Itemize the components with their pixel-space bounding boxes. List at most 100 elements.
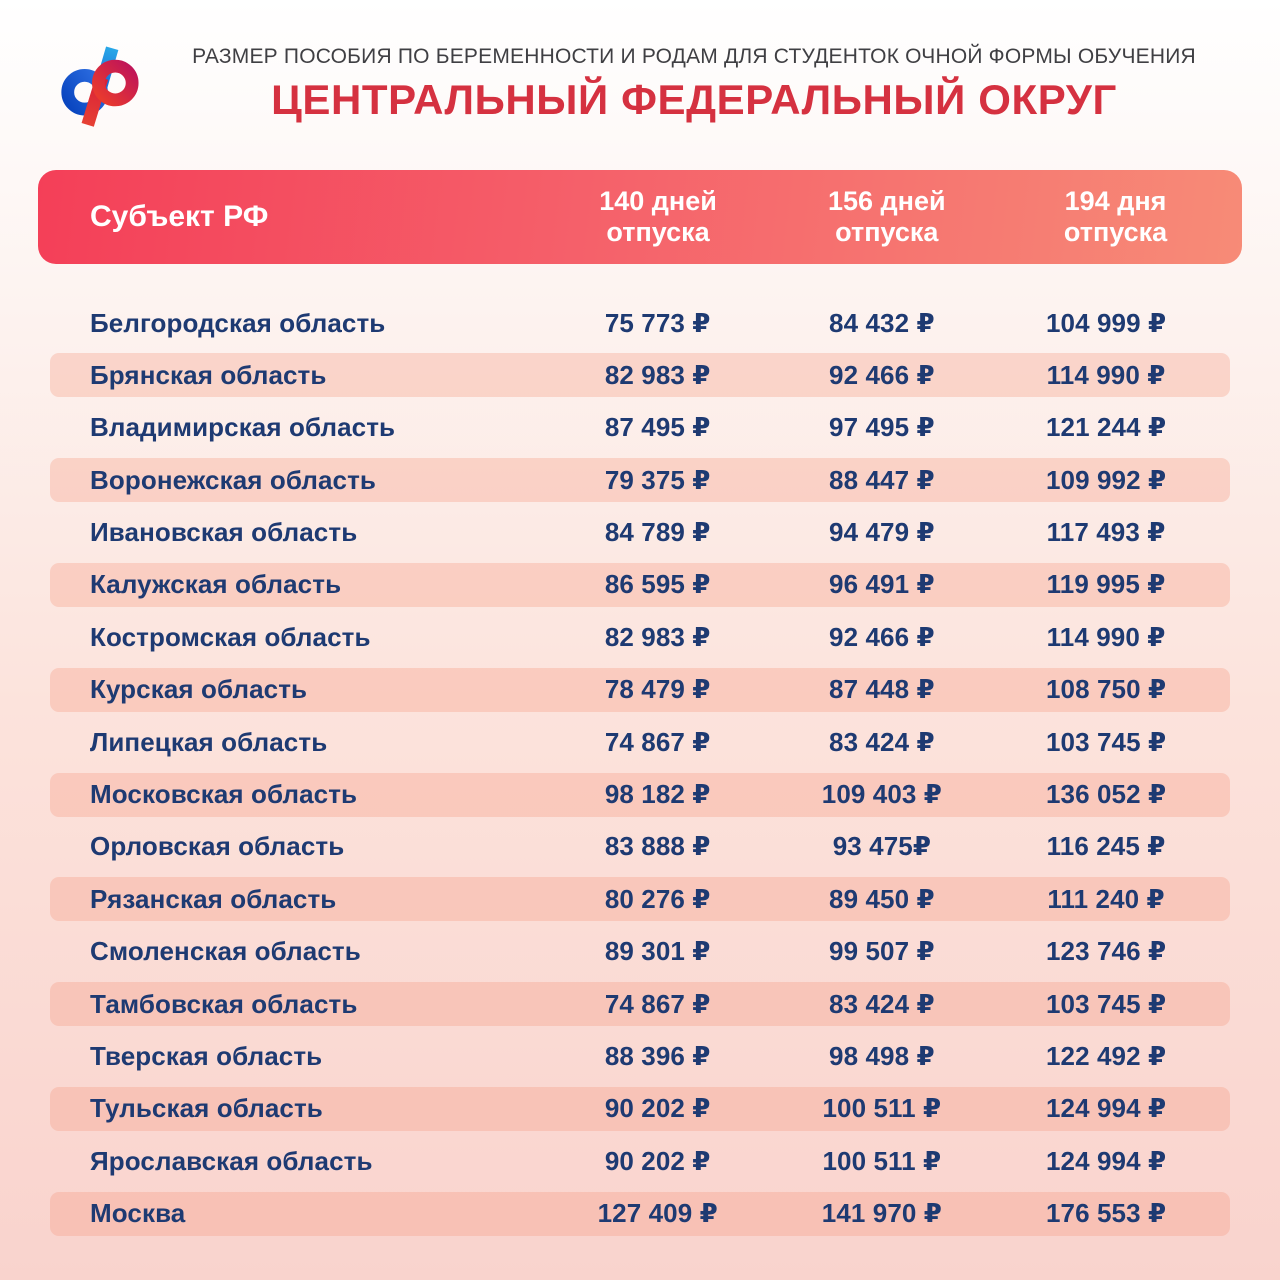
column-header-region: Субъект РФ [90,200,269,233]
table-row: Тульская область 90 202 ₽ 100 511 ₽ 124 994… [50,1086,1230,1131]
table-header: Субъект РФ 140 дней отпуска 156 дней отп… [38,170,1242,264]
value-156-days: 96 491 ₽ [829,569,935,600]
value-156-days: 99 507 ₽ [829,936,935,967]
table-row: Владимирская область 87 495 ₽ 97 495 ₽ 121 … [50,406,1230,450]
value-156-days: 83 424 ₽ [829,988,935,1019]
value-140-days: 127 409 ₽ [597,1198,718,1229]
value-194-days: 119 995 ₽ [1046,569,1166,600]
value-194-days: 111 240 ₽ [1047,883,1165,914]
value-140-days: 80 276 ₽ [604,883,711,914]
table-row: Московская область 98 182 ₽ 109 403 ₽ 136 0… [50,772,1230,817]
table-row: Москва 127 409 ₽ 141 970 ₽ 176 553 ₽ [50,1191,1230,1236]
region-name: Московская область [90,779,358,810]
table-row: Тамбовская область 74 867 ₽ 83 424 ₽ 103 74… [50,982,1230,1027]
region-name: Владимирская область [90,412,396,443]
region-name: Костромская область [90,621,371,652]
value-156-days: 92 466 ₽ [829,359,935,390]
value-140-days: 90 202 ₽ [604,1145,711,1176]
value-140-days: 90 202 ₽ [604,1093,711,1124]
value-156-days: 84 432 ₽ [829,307,935,338]
region-name: Орловская область [90,831,345,862]
value-194-days: 103 745 ₽ [1045,988,1167,1019]
region-name: Тверская область [90,1040,323,1071]
value-140-days: 86 595 ₽ [604,569,711,600]
table-row: Рязанская область 80 276 ₽ 89 450 ₽ 111 240… [50,877,1230,922]
value-140-days: 82 983 ₽ [604,359,711,390]
value-194-days: 117 493 ₽ [1046,517,1166,548]
column-header-140-days: 140 дней отпуска [599,185,717,247]
region-name: Калужская область [90,569,342,600]
value-140-days: 88 396 ₽ [604,1040,711,1071]
value-140-days: 74 867 ₽ [604,726,711,757]
page-header: РАЗМЕР ПОСОБИЯ ПО БЕРЕМЕННОСТИ И РОДАМ Д… [0,0,1280,153]
value-194-days: 123 746 ₽ [1045,936,1167,967]
table-row: Брянская область 82 983 ₽ 92 466 ₽ 114 990 … [50,353,1230,398]
table-row: Костромская область 82 983 ₽ 92 466 ₽ 114 9… [50,615,1230,659]
value-194-days: 114 990 ₽ [1046,621,1166,652]
region-name: Белгородская область [90,307,386,338]
sfr-logo-graphic [61,46,139,127]
sfr-logo-icon [56,39,156,132]
region-name: Курская область [90,674,308,705]
value-194-days: 124 994 ₽ [1045,1145,1167,1176]
value-156-days: 97 495 ₽ [829,412,935,443]
value-156-days: 94 479 ₽ [829,517,935,548]
value-156-days: 87 448 ₽ [829,674,935,705]
value-194-days: 108 750 ₽ [1045,674,1167,705]
value-140-days: 74 867 ₽ [604,988,711,1019]
table-row: Калужская область 86 595 ₽ 96 491 ₽ 119 995… [50,562,1230,607]
region-name: Воронежская область [90,464,377,495]
value-140-days: 78 479 ₽ [604,674,711,705]
table-row: Ивановская область 84 789 ₽ 94 479 ₽ 117 49… [50,511,1230,555]
value-156-days: 88 447 ₽ [829,464,935,495]
value-140-days: 75 773 ₽ [604,307,711,338]
region-name: Брянская область [90,359,327,390]
value-194-days: 116 245 ₽ [1046,831,1166,862]
column-header-156-days: 156 дней отпуска [827,185,946,247]
value-156-days: 100 511 ₽ [822,1093,942,1124]
table-row: Ярославская область 90 202 ₽ 100 511 ₽ 124 … [50,1139,1230,1183]
table-row: Воронежская область 79 375 ₽ 88 447 ₽ 109 9… [50,458,1230,503]
table-row: Тверская область 88 396 ₽ 98 498 ₽ 122 492 … [50,1034,1230,1078]
value-156-days: 141 970 ₽ [821,1198,942,1229]
region-name: Рязанская область [90,883,337,914]
value-156-days: 89 450 ₽ [829,883,935,914]
value-140-days: 89 301 ₽ [604,936,711,967]
table-body: Белгородская область 75 773 ₽ 84 432 ₽ 104 … [50,301,1230,1236]
value-140-days: 79 375 ₽ [604,464,711,495]
value-140-days: 83 888 ₽ [604,831,711,862]
value-140-days: 84 789 ₽ [604,517,711,548]
value-194-days: 136 052 ₽ [1045,779,1167,810]
table-row: Курская область 78 479 ₽ 87 448 ₽ 108 750 ₽ [50,667,1230,712]
value-140-days: 82 983 ₽ [604,621,711,652]
header-text-block: РАЗМЕР ПОСОБИЯ ПО БЕРЕМЕННОСТИ И РОДАМ Д… [156,33,1232,124]
value-194-days: 103 745 ₽ [1045,726,1167,757]
column-header-194-days: 194 дня отпуска [1063,185,1168,247]
region-name: Ивановская область [90,517,358,548]
value-156-days: 109 403 ₽ [821,779,942,810]
region-name: Москва [90,1198,186,1229]
table-row: Липецкая область 74 867 ₽ 83 424 ₽ 103 745 … [50,720,1230,764]
page-title: ЦЕНТРАЛЬНЫЙ ФЕДЕРАЛЬНЫЙ ОКРУГ [271,76,1117,123]
page-subtitle: РАЗМЕР ПОСОБИЯ ПО БЕРЕМЕННОСТИ И РОДАМ Д… [192,45,1196,68]
region-name: Тульская область [90,1093,323,1124]
value-156-days: 98 498 ₽ [829,1040,935,1071]
value-140-days: 98 182 ₽ [604,779,711,810]
value-156-days: 93 475₽ [832,831,932,862]
value-194-days: 122 492 ₽ [1045,1040,1167,1071]
region-name: Ярославская область [90,1145,373,1176]
value-140-days: 87 495 ₽ [604,412,711,443]
value-194-days: 176 553 ₽ [1045,1198,1167,1229]
value-156-days: 100 511 ₽ [822,1145,942,1176]
value-156-days: 92 466 ₽ [829,621,935,652]
value-194-days: 114 990 ₽ [1046,359,1166,390]
region-name: Липецкая область [90,726,328,757]
value-194-days: 109 992 ₽ [1045,464,1167,495]
value-194-days: 124 994 ₽ [1045,1093,1167,1124]
value-194-days: 104 999 ₽ [1045,307,1167,338]
value-156-days: 83 424 ₽ [829,726,935,757]
value-194-days: 121 244 ₽ [1045,412,1167,443]
table-row: Белгородская область 75 773 ₽ 84 432 ₽ 104 … [50,301,1230,345]
table-row: Смоленская область 89 301 ₽ 99 507 ₽ 123 74… [50,930,1230,974]
table-row: Орловская область 83 888 ₽ 93 475₽ 116 245 … [50,825,1230,869]
